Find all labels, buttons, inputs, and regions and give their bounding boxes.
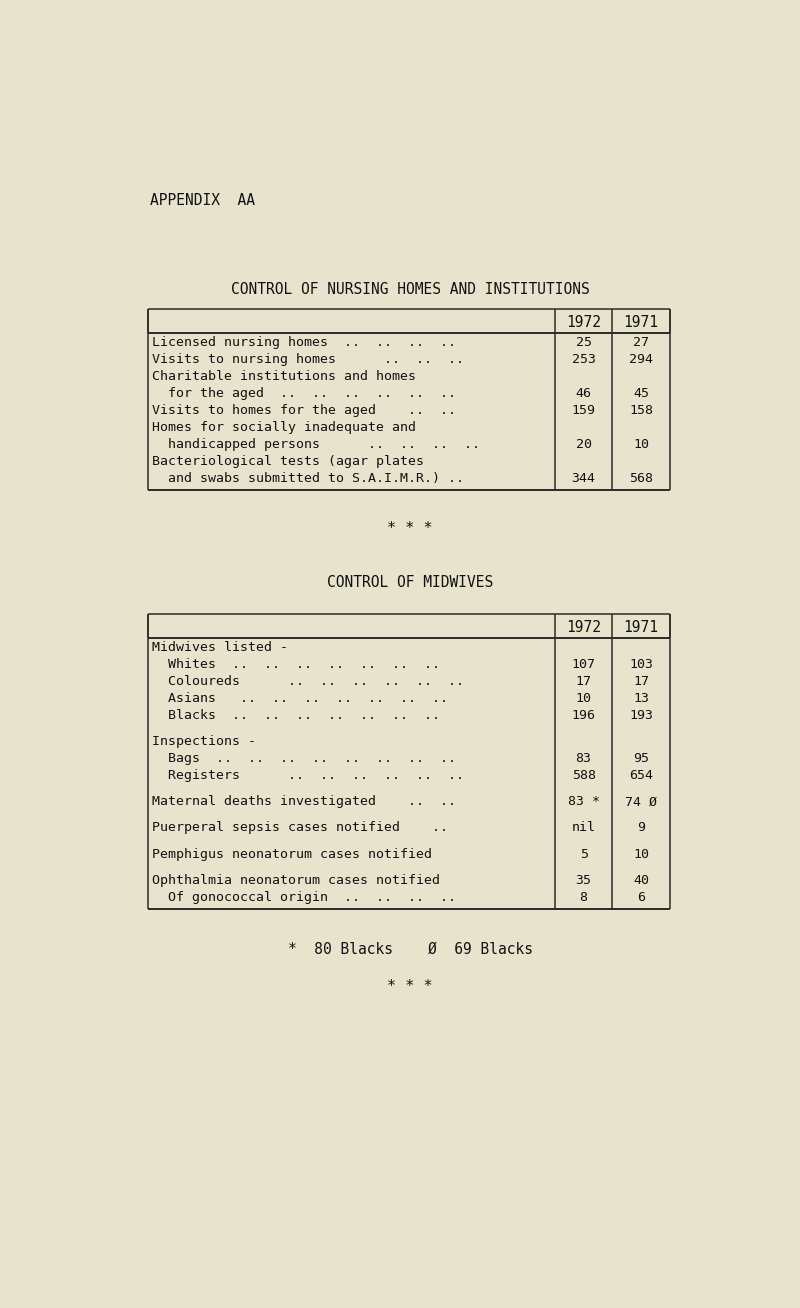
Text: 17: 17 <box>576 675 592 688</box>
Text: Maternal deaths investigated    ..  ..: Maternal deaths investigated .. .. <box>152 795 456 808</box>
Text: nil: nil <box>571 821 595 835</box>
Text: 17: 17 <box>633 675 649 688</box>
Text: for the aged  ..  ..  ..  ..  ..  ..: for the aged .. .. .. .. .. .. <box>152 387 456 400</box>
Text: Blacks  ..  ..  ..  ..  ..  ..  ..: Blacks .. .. .. .. .. .. .. <box>152 709 440 722</box>
Text: 10: 10 <box>576 692 592 705</box>
Text: 159: 159 <box>571 404 595 417</box>
Text: 40: 40 <box>633 874 649 887</box>
Text: Whites  ..  ..  ..  ..  ..  ..  ..: Whites .. .. .. .. .. .. .. <box>152 658 440 671</box>
Text: 193: 193 <box>629 709 653 722</box>
Text: Registers      ..  ..  ..  ..  ..  ..: Registers .. .. .. .. .. .. <box>152 769 464 782</box>
Text: 10: 10 <box>633 848 649 861</box>
Text: 344: 344 <box>571 472 595 485</box>
Text: 568: 568 <box>629 472 653 485</box>
Text: 107: 107 <box>571 658 595 671</box>
Text: Visits to homes for the aged    ..  ..: Visits to homes for the aged .. .. <box>152 404 456 417</box>
Text: 103: 103 <box>629 658 653 671</box>
Text: Asians   ..  ..  ..  ..  ..  ..  ..: Asians .. .. .. .. .. .. .. <box>152 692 448 705</box>
Text: 5: 5 <box>579 848 587 861</box>
Text: 46: 46 <box>576 387 592 400</box>
Text: 45: 45 <box>633 387 649 400</box>
Text: Ophthalmia neonatorum cases notified: Ophthalmia neonatorum cases notified <box>152 874 440 887</box>
Text: Pemphigus neonatorum cases notified: Pemphigus neonatorum cases notified <box>152 848 432 861</box>
Text: 74 Ø: 74 Ø <box>625 795 657 808</box>
Text: Bags  ..  ..  ..  ..  ..  ..  ..  ..: Bags .. .. .. .. .. .. .. .. <box>152 752 456 765</box>
Text: 20: 20 <box>576 438 592 451</box>
Text: * * *: * * * <box>387 978 433 994</box>
Text: Visits to nursing homes      ..  ..  ..: Visits to nursing homes .. .. .. <box>152 353 464 366</box>
Text: 294: 294 <box>629 353 653 366</box>
Text: 95: 95 <box>633 752 649 765</box>
Text: 588: 588 <box>571 769 595 782</box>
Text: 8: 8 <box>579 891 587 904</box>
Text: * * *: * * * <box>387 521 433 536</box>
Text: Of gonococcal origin  ..  ..  ..  ..: Of gonococcal origin .. .. .. .. <box>152 891 456 904</box>
Text: and swabs submitted to S.A.I.M.R.) ..: and swabs submitted to S.A.I.M.R.) .. <box>152 472 464 485</box>
Text: Homes for socially inadequate and: Homes for socially inadequate and <box>152 421 416 434</box>
Text: 1972: 1972 <box>566 315 601 330</box>
Text: 83: 83 <box>576 752 592 765</box>
Text: 253: 253 <box>571 353 595 366</box>
Text: handicapped persons      ..  ..  ..  ..: handicapped persons .. .. .. .. <box>152 438 480 451</box>
Text: Charitable institutions and homes: Charitable institutions and homes <box>152 370 416 383</box>
Text: Bacteriological tests (agar plates: Bacteriological tests (agar plates <box>152 455 424 468</box>
Text: *  80 Blacks    Ø  69 Blacks: * 80 Blacks Ø 69 Blacks <box>287 942 533 956</box>
Text: 25: 25 <box>576 336 592 349</box>
Text: Coloureds      ..  ..  ..  ..  ..  ..: Coloureds .. .. .. .. .. .. <box>152 675 464 688</box>
Text: CONTROL OF NURSING HOMES AND INSTITUTIONS: CONTROL OF NURSING HOMES AND INSTITUTION… <box>230 283 590 297</box>
Text: 9: 9 <box>637 821 645 835</box>
Text: 1971: 1971 <box>623 620 658 634</box>
Text: 654: 654 <box>629 769 653 782</box>
Text: Licensed nursing homes  ..  ..  ..  ..: Licensed nursing homes .. .. .. .. <box>152 336 456 349</box>
Text: 6: 6 <box>637 891 645 904</box>
Text: Inspections -: Inspections - <box>152 735 256 748</box>
Text: 35: 35 <box>576 874 592 887</box>
Text: 196: 196 <box>571 709 595 722</box>
Text: 83 *: 83 * <box>568 795 600 808</box>
Text: CONTROL OF MIDWIVES: CONTROL OF MIDWIVES <box>327 576 493 590</box>
Text: 1972: 1972 <box>566 620 601 634</box>
Text: 1971: 1971 <box>623 315 658 330</box>
Text: 27: 27 <box>633 336 649 349</box>
Text: Midwives listed -: Midwives listed - <box>152 641 288 654</box>
Text: 13: 13 <box>633 692 649 705</box>
Text: Puerperal sepsis cases notified    ..: Puerperal sepsis cases notified .. <box>152 821 448 835</box>
Text: 158: 158 <box>629 404 653 417</box>
Text: 10: 10 <box>633 438 649 451</box>
Text: APPENDIX  AA: APPENDIX AA <box>150 194 255 208</box>
